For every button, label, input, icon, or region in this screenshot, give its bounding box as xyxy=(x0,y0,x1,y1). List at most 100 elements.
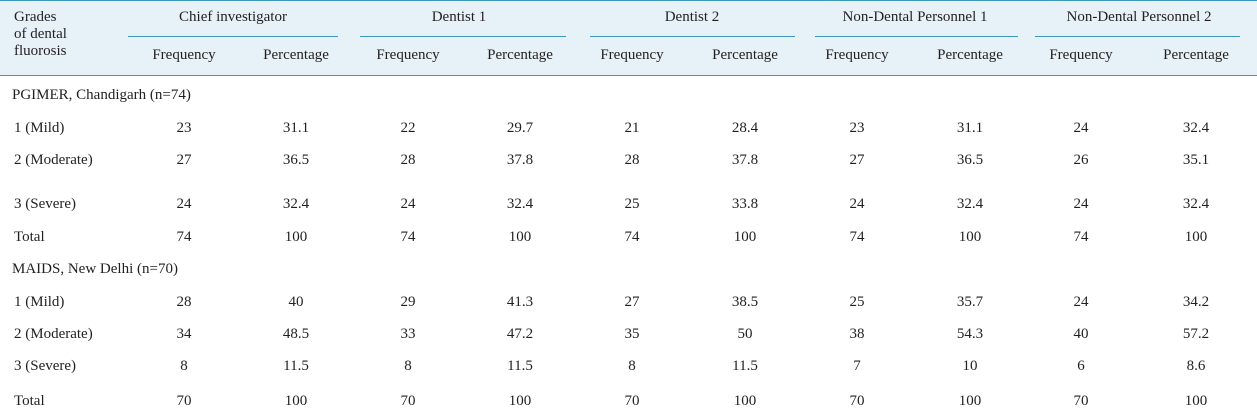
row-label: 3 (Severe) xyxy=(14,358,77,374)
group-header: Dentist 2 xyxy=(664,9,720,25)
table-cell: 32.4 xyxy=(282,196,310,212)
table-cell: 47.2 xyxy=(506,326,534,342)
percentage-header: Percentage xyxy=(1163,47,1229,63)
group-underline xyxy=(815,36,1018,37)
table-cell: 8.6 xyxy=(1186,358,1206,374)
table-cell: 33 xyxy=(400,326,416,342)
table-cell: 32.4 xyxy=(956,196,984,212)
table-cell: 37.8 xyxy=(506,152,534,168)
percentage-header: Percentage xyxy=(712,47,778,63)
group-header: Non-Dental Personnel 2 xyxy=(1066,9,1212,25)
table-cell: 31.1 xyxy=(282,120,310,136)
table-cell: 32.4 xyxy=(1182,196,1210,212)
table-cell: 37.8 xyxy=(731,152,759,168)
table-cell: 24 xyxy=(400,196,416,212)
table-cell: 100 xyxy=(508,229,532,245)
table-cell: 24 xyxy=(849,196,865,212)
table-cell: 40 xyxy=(1073,326,1089,342)
table-cell: 100 xyxy=(284,393,308,409)
table-cell: 35.1 xyxy=(1182,152,1210,168)
header-bottom-rule xyxy=(0,75,1257,76)
percentage-header: Percentage xyxy=(937,47,1003,63)
table-cell: 38 xyxy=(849,326,865,342)
table-cell: 25 xyxy=(624,196,640,212)
frequency-header: Frequency xyxy=(376,47,440,63)
table-cell: 22 xyxy=(400,120,416,136)
table-cell: 24 xyxy=(1073,120,1089,136)
table-cell: 100 xyxy=(1184,229,1208,245)
table-cell: 36.5 xyxy=(956,152,984,168)
table-cell: 8 xyxy=(180,358,188,374)
table-cell: 74 xyxy=(176,229,192,245)
table-cell: 7 xyxy=(853,358,861,374)
group-underline xyxy=(590,36,795,37)
table-cell: 28 xyxy=(400,152,416,168)
table-cell: 29 xyxy=(400,294,416,310)
table-cell: 70 xyxy=(624,393,640,409)
table-cell: 32.4 xyxy=(506,196,534,212)
table-cell: 41.3 xyxy=(506,294,534,310)
table-cell: 70 xyxy=(176,393,192,409)
row-label: 2 (Moderate) xyxy=(14,326,93,342)
frequency-header: Frequency xyxy=(600,47,664,63)
table-cell: 24 xyxy=(1073,196,1089,212)
table-cell: 31.1 xyxy=(956,120,984,136)
table-cell: 29.7 xyxy=(506,120,534,136)
table-cell: 23 xyxy=(849,120,865,136)
table-cell: 100 xyxy=(958,393,982,409)
group-header: Chief investigator xyxy=(179,9,287,25)
table-cell: 74 xyxy=(849,229,865,245)
section-title: MAIDS, New Delhi (n=70) xyxy=(12,261,178,277)
table-cell: 11.5 xyxy=(732,358,758,374)
table-cell: 8 xyxy=(628,358,636,374)
group-header: Dentist 1 xyxy=(431,9,487,25)
row-label: 1 (Mild) xyxy=(14,120,65,136)
table-cell: 34.2 xyxy=(1182,294,1210,310)
percentage-header: Percentage xyxy=(487,47,553,63)
table-cell: 33.8 xyxy=(731,196,759,212)
group-underline xyxy=(1035,36,1240,37)
row-label: Total xyxy=(14,229,45,245)
table-cell: 54.3 xyxy=(956,326,984,342)
frequency-header: Frequency xyxy=(825,47,889,63)
table-cell: 36.5 xyxy=(282,152,310,168)
group-header: Non-Dental Personnel 1 xyxy=(842,9,988,25)
table-cell: 23 xyxy=(176,120,192,136)
table-cell: 100 xyxy=(284,229,308,245)
table-cell: 70 xyxy=(849,393,865,409)
table-cell: 28 xyxy=(624,152,640,168)
row-label: Total xyxy=(14,393,45,409)
table-cell: 74 xyxy=(400,229,416,245)
table-cell: 50 xyxy=(737,326,753,342)
section-title: PGIMER, Chandigarh (n=74) xyxy=(12,87,191,103)
table-cell: 100 xyxy=(958,229,982,245)
table-cell: 32.4 xyxy=(1182,120,1210,136)
row-header-line: of dental xyxy=(14,26,67,42)
table-cell: 28 xyxy=(176,294,192,310)
frequency-header: Frequency xyxy=(152,47,216,63)
table-cell: 70 xyxy=(400,393,416,409)
row-header-line: fluorosis xyxy=(14,43,67,59)
frequency-header: Frequency xyxy=(1049,47,1113,63)
table-cell: 28.4 xyxy=(731,120,759,136)
table-cell: 100 xyxy=(1184,393,1208,409)
table-cell: 38.5 xyxy=(731,294,759,310)
table-cell: 48.5 xyxy=(282,326,310,342)
table-cell: 11.5 xyxy=(507,358,533,374)
table-cell: 27 xyxy=(624,294,640,310)
table-cell: 25 xyxy=(849,294,865,310)
table-cell: 21 xyxy=(624,120,640,136)
table-cell: 26 xyxy=(1073,152,1089,168)
table-cell: 8 xyxy=(404,358,412,374)
table-cell: 34 xyxy=(176,326,192,342)
table-header xyxy=(0,0,1257,75)
table-cell: 100 xyxy=(508,393,532,409)
table-cell: 100 xyxy=(733,393,757,409)
table-cell: 27 xyxy=(176,152,192,168)
row-label: 2 (Moderate) xyxy=(14,152,93,168)
table-cell: 27 xyxy=(849,152,865,168)
table-cell: 24 xyxy=(176,196,192,212)
group-underline xyxy=(128,36,338,37)
percentage-header: Percentage xyxy=(263,47,329,63)
